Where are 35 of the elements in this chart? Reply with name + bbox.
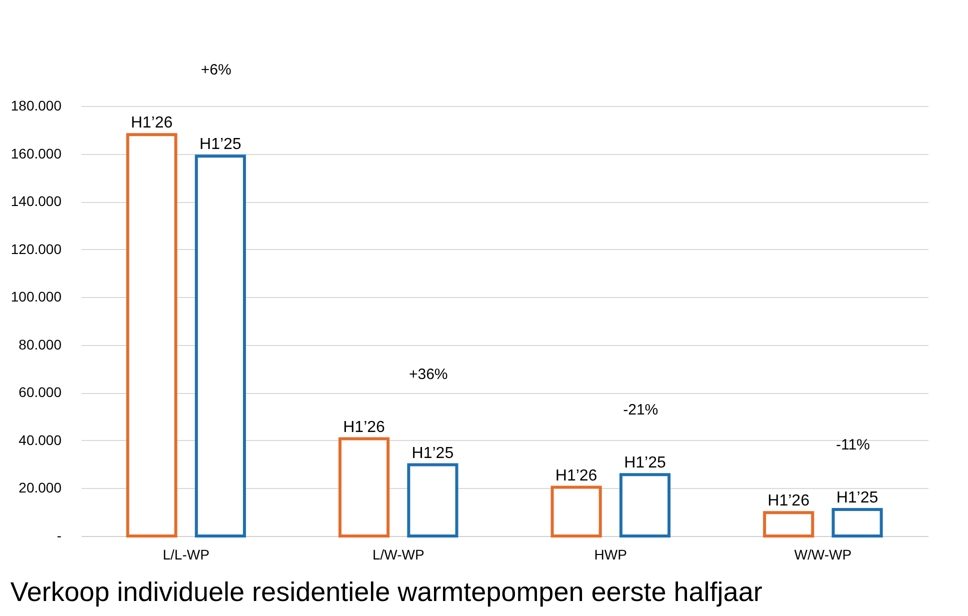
text: H1’26: [343, 418, 385, 436]
y-tick-label: 60.000: [18, 384, 62, 400]
bar: [407, 463, 458, 538]
annotation: -11%: [836, 436, 870, 454]
text: H1’26: [768, 492, 810, 510]
x-tick-label: HWP: [594, 546, 627, 562]
annotation: +36%: [408, 366, 448, 383]
bar: [550, 486, 602, 538]
y-tick-label: 140.000: [10, 193, 62, 210]
y-tick-label: 80.000: [18, 336, 62, 352]
bar: [763, 511, 814, 538]
x-tick-label: L/W-WP: [372, 546, 424, 562]
y-tick-label: 160.000: [10, 145, 62, 162]
text: H1’26: [555, 467, 598, 484]
x-tick-label: L/L-WP: [162, 546, 210, 562]
y-tick-label: 180.000: [10, 98, 62, 114]
x-tick-label: W/W-WP: [794, 546, 852, 562]
series-label: H1’26: [130, 114, 173, 132]
text: H1’25: [624, 454, 666, 472]
y-tick-label: 100.000: [10, 288, 62, 305]
bar: [619, 473, 671, 538]
y-tick-label: 40.000: [18, 432, 62, 448]
text: +6%: [200, 62, 232, 79]
bar: [126, 133, 178, 538]
annotation: -21%: [623, 402, 658, 419]
y-tick-label: 120.000: [10, 240, 62, 257]
bar: [338, 437, 390, 538]
text: H1’25: [836, 489, 878, 506]
y-tick-label: 20.000: [18, 480, 62, 496]
y-tick-label: -: [56, 528, 62, 544]
text: Verkoop individuele residentiele warmtepompen eerste halfjaar: [10, 577, 762, 607]
bar: [194, 154, 246, 538]
text: H1’25: [412, 444, 454, 462]
bar: [832, 508, 883, 538]
series-label: H1’25: [200, 136, 242, 154]
